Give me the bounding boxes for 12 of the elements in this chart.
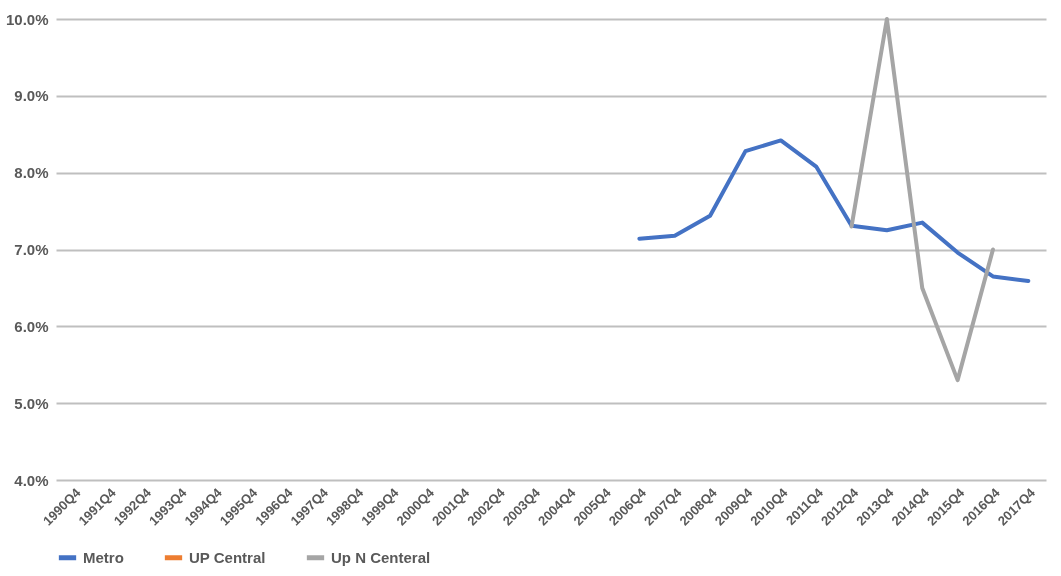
legend-label: Up N Centeral — [331, 548, 431, 566]
line-series — [849, 17, 995, 383]
legend-label: Metro — [83, 548, 124, 566]
y-tick-label: 4.0% — [14, 471, 49, 489]
y-tick-label: 9.0% — [14, 87, 49, 105]
y-tick-label: 10.0% — [5, 10, 49, 28]
legend-label: UP Central — [189, 548, 266, 566]
y-tick-label: 8.0% — [14, 164, 49, 182]
y-tick-label: 5.0% — [14, 394, 49, 412]
y-tick-label: 6.0% — [14, 317, 49, 335]
line-series — [637, 138, 1031, 283]
y-tick-label: 7.0% — [14, 241, 49, 258]
